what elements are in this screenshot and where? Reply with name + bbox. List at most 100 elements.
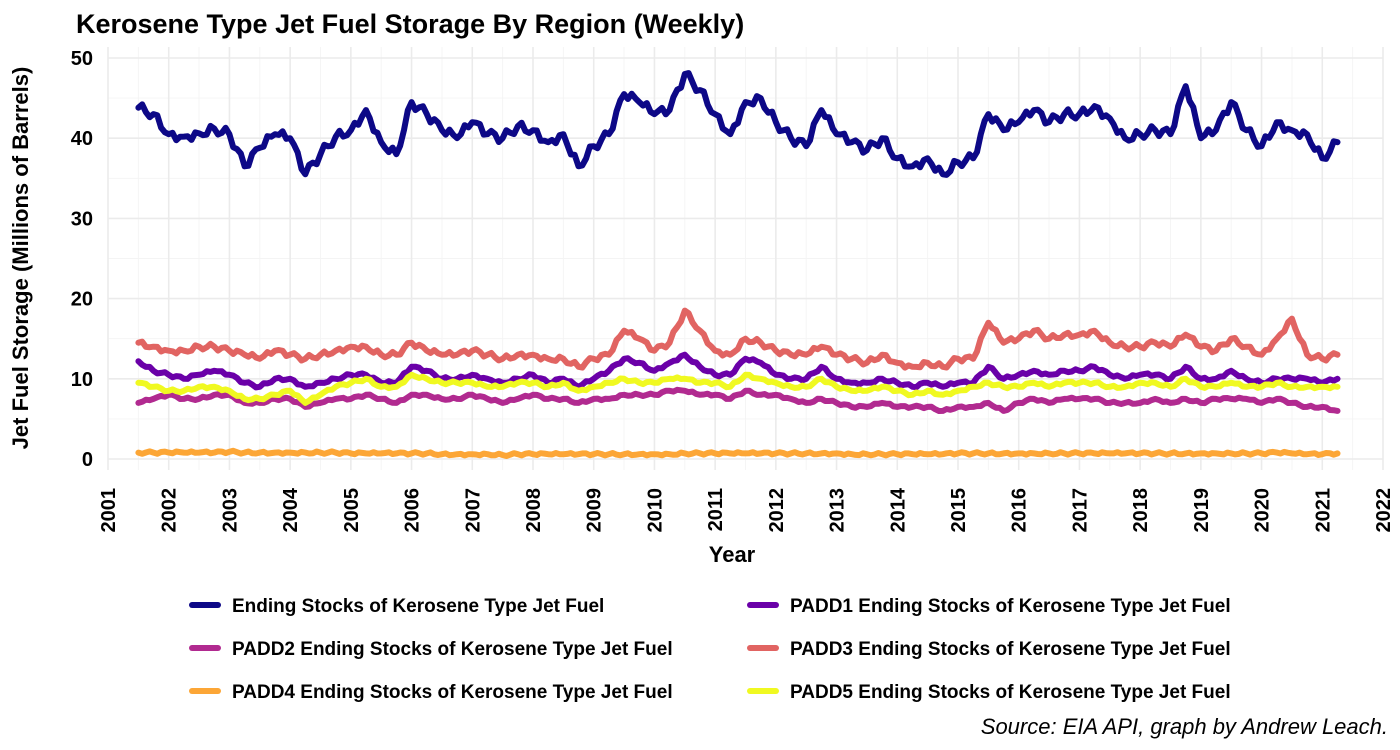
data-point [151, 112, 156, 116]
data-point [1168, 132, 1173, 136]
data-point [956, 381, 960, 385]
data-point [1199, 401, 1203, 405]
data-point [926, 405, 930, 409]
data-point [470, 381, 474, 385]
data-point [409, 365, 414, 369]
data-point [1214, 385, 1218, 389]
data-point [880, 452, 884, 456]
data-point [683, 353, 687, 357]
data-point [1001, 341, 1006, 345]
y-tick-label: 40 [71, 128, 93, 150]
data-point [1017, 401, 1021, 405]
x-tick-label: 2009 [584, 488, 606, 533]
data-point [728, 373, 732, 377]
data-point [1047, 451, 1051, 455]
data-point [182, 134, 186, 139]
data-point [637, 337, 641, 341]
data-point [895, 381, 899, 385]
data-point [834, 377, 839, 381]
data-point [1199, 385, 1203, 389]
data-point [1138, 373, 1142, 377]
data-point [622, 92, 626, 96]
data-point [258, 357, 262, 361]
data-point [971, 357, 975, 361]
data-point [243, 450, 247, 455]
data-point [1184, 333, 1188, 337]
data-point [182, 450, 186, 455]
data-point [273, 393, 277, 397]
data-point [819, 365, 823, 369]
x-tick-label: 2011 [705, 488, 727, 531]
data-point [789, 353, 793, 357]
data-point [743, 357, 748, 361]
data-point [926, 452, 930, 456]
data-point [1184, 377, 1188, 381]
data-point [167, 389, 171, 393]
data-point [197, 450, 201, 455]
data-point [531, 452, 535, 456]
data-point [501, 401, 505, 405]
data-point [789, 385, 793, 389]
data-point [1153, 381, 1157, 385]
data-point [1123, 377, 1127, 381]
data-point [592, 377, 596, 381]
data-point [789, 451, 793, 455]
data-point [167, 132, 171, 136]
data-point [1290, 401, 1294, 405]
data-point [440, 452, 444, 456]
data-point [1199, 345, 1203, 349]
data-point [1275, 381, 1279, 385]
data-point [227, 389, 232, 393]
data-point [668, 377, 672, 381]
data-point [865, 381, 869, 385]
data-point [1062, 381, 1066, 385]
data-point [455, 452, 459, 456]
data-point [1335, 377, 1340, 381]
data-point [455, 381, 459, 385]
data-point [1077, 333, 1082, 337]
data-point [425, 112, 429, 116]
data-point [1184, 84, 1188, 88]
data-point [440, 381, 444, 385]
data-point [804, 144, 808, 148]
legend-label: Ending Stocks of Kerosene Type Jet Fuel [232, 596, 604, 617]
data-point [865, 405, 869, 409]
data-point [349, 345, 353, 349]
data-point [258, 385, 262, 389]
data-point [698, 381, 702, 385]
data-point [182, 397, 186, 401]
data-point [546, 397, 550, 401]
data-point [774, 120, 778, 124]
data-point [197, 385, 201, 389]
data-point [592, 452, 596, 456]
data-point [774, 393, 778, 397]
data-point [683, 309, 687, 313]
data-point [258, 397, 262, 401]
data-point [986, 381, 990, 385]
data-point [622, 377, 626, 381]
x-tick-label: 2004 [280, 487, 302, 532]
data-point [334, 385, 338, 389]
data-point [440, 397, 444, 401]
data-point [1138, 381, 1142, 385]
data-point [258, 401, 262, 405]
data-point [880, 136, 884, 140]
data-point [303, 450, 307, 455]
data-point [1047, 120, 1051, 124]
data-point [1108, 385, 1112, 389]
data-point [167, 349, 171, 353]
data-point [971, 405, 975, 409]
data-point [652, 349, 657, 353]
x-tick-label: 2007 [462, 488, 484, 533]
data-point [1275, 450, 1279, 455]
data-point [318, 353, 323, 357]
data-point [288, 397, 292, 401]
data-point [1168, 401, 1173, 405]
data-point [819, 397, 823, 401]
data-point [956, 451, 960, 455]
data-point [1335, 385, 1340, 389]
data-point [1153, 128, 1157, 132]
data-point [819, 377, 823, 381]
data-point [865, 361, 869, 365]
data-point [1093, 397, 1097, 401]
